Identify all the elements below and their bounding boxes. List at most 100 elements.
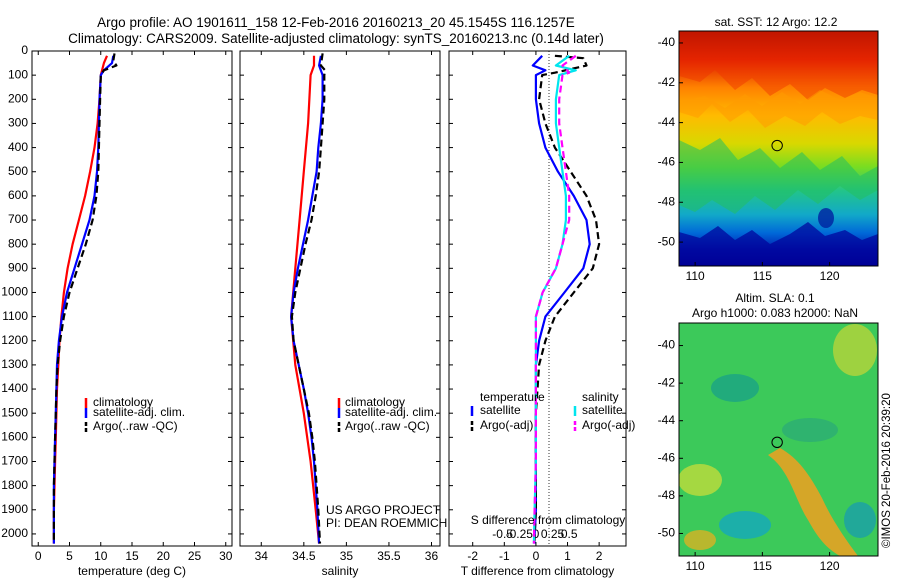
map-y-tick-label: -48 bbox=[658, 488, 676, 502]
sla-anomaly-low bbox=[782, 418, 838, 442]
x-tick-label: 34 bbox=[255, 549, 269, 563]
sla-anomaly-low bbox=[844, 502, 876, 538]
series-line-argo-raw-qc- bbox=[52, 53, 118, 544]
sst-cold-eddy bbox=[818, 208, 834, 228]
difference-chart: -2 -1 0 1 2-0.5-0.25 0 0.250.5T difference fro… bbox=[449, 50, 626, 578]
y-tick-label: 0 bbox=[21, 43, 28, 57]
x-tick-label: 2 bbox=[596, 549, 603, 563]
legend-label: Argo(..raw -QC) bbox=[345, 419, 430, 433]
legend-label: satellite-adj. clim. bbox=[345, 405, 437, 419]
salinity-plot-frame bbox=[239, 50, 441, 547]
sla-anomaly-high bbox=[833, 324, 877, 376]
map-x-tick-label: 115 bbox=[753, 559, 772, 573]
y-tick-label: 400 bbox=[8, 140, 28, 154]
legend-title-temperature: temperature bbox=[480, 390, 545, 404]
legend-label: climatology bbox=[345, 395, 405, 409]
legend-label: Argo(-adj) bbox=[480, 418, 533, 432]
secondary-x-tick-label: 0 bbox=[533, 527, 540, 541]
map-x-tick-label: 115 bbox=[753, 269, 772, 283]
sst-warm-front bbox=[679, 31, 878, 100]
figure-title-line2: Climatology: CARS2009. Satellite-adjuste… bbox=[68, 31, 604, 46]
legend-label: satellite bbox=[582, 403, 623, 417]
x-tick-label: 25 bbox=[188, 549, 202, 563]
sla-anomaly-low bbox=[711, 374, 759, 402]
sla-map: 110 115 120 -40 -42 -44 -46 -48 -50 bbox=[658, 322, 879, 573]
difference-plot-frame bbox=[448, 50, 627, 547]
sst-map-title: sat. SST: 12 Argo: 12.2 bbox=[715, 15, 838, 29]
map-y-tick-label: -50 bbox=[658, 234, 676, 248]
difference-secondary-axis-label: S difference from climatology bbox=[471, 513, 626, 527]
map-y-tick-label: -40 bbox=[658, 35, 676, 49]
sla-anomaly-high bbox=[684, 530, 716, 550]
y-tick-label: 1500 bbox=[1, 405, 28, 419]
map-x-tick-label: 110 bbox=[686, 559, 705, 573]
x-axis-label: salinity bbox=[322, 564, 359, 578]
y-tick-label: 300 bbox=[8, 116, 28, 130]
y-tick-label: 900 bbox=[8, 260, 28, 274]
sst-green-band bbox=[679, 138, 878, 214]
sst-map: 110 115 120 -40 -42 -44 -46 -48 -50 bbox=[658, 30, 879, 283]
sla-anomaly-low bbox=[719, 511, 771, 539]
sla-map-subtitle: Argo h1000: 0.083 h2000: NaN bbox=[692, 306, 858, 320]
x-axis-label: temperature (deg C) bbox=[78, 564, 186, 578]
map-y-tick-label: -42 bbox=[658, 375, 676, 389]
sst-orange-band bbox=[679, 90, 878, 128]
pi-label: PI: DEAN ROEMMICH bbox=[326, 516, 447, 530]
x-tick-label: 0 bbox=[533, 549, 540, 563]
map-x-tick-label: 120 bbox=[820, 559, 840, 573]
x-axis-label: T difference from climatology bbox=[461, 564, 615, 578]
y-tick-label: 1100 bbox=[2, 309, 28, 323]
y-tick-label: 1600 bbox=[1, 430, 28, 444]
temperature-legend: climatology satellite-adj. clim. Argo(..… bbox=[84, 395, 185, 433]
x-tick-label: 36 bbox=[425, 549, 439, 563]
map-y-tick-label: -44 bbox=[658, 413, 676, 427]
x-tick-label: 35.5 bbox=[377, 549, 401, 563]
sla-axis-ticks: 110 115 120 -40 -42 -44 -46 -48 -50 bbox=[658, 338, 840, 573]
legend-label: Argo(..raw -QC) bbox=[93, 419, 178, 433]
temperature-plot-frame bbox=[31, 50, 233, 547]
y-tick-label: 1700 bbox=[1, 454, 28, 468]
y-tick-label: 200 bbox=[8, 91, 28, 105]
sst-map-frame bbox=[678, 30, 879, 267]
series-line-argo-adj--temperature bbox=[533, 54, 601, 544]
y-tick-label: 1300 bbox=[1, 357, 28, 371]
sla-warm-ridge bbox=[768, 448, 858, 556]
argo-position-marker bbox=[771, 436, 783, 449]
x-tick-label: 34.5 bbox=[292, 549, 316, 563]
x-tick-label: 35 bbox=[340, 549, 354, 563]
y-tick-label: 700 bbox=[8, 212, 28, 226]
x-tick-label: -1 bbox=[499, 549, 510, 563]
map-x-tick-label: 120 bbox=[820, 269, 840, 283]
secondary-x-tick-label: 0.25 bbox=[541, 527, 565, 541]
credit-stamp: ©IMOS 20-Feb-2016 20:39:20 bbox=[881, 393, 893, 548]
salinity-chart: 34 34.5 35 35.5 36 salinity bbox=[240, 50, 440, 578]
difference-legend: temperature salinity satellite Argo(-adj… bbox=[470, 390, 635, 432]
map-y-tick-label: -46 bbox=[658, 155, 676, 169]
x-tick-label: 20 bbox=[157, 549, 171, 563]
legend-title-salinity: salinity bbox=[582, 390, 619, 404]
y-tick-label: 100 bbox=[8, 67, 28, 81]
y-tick-label: 800 bbox=[8, 236, 28, 250]
temperature-chart: 0 5 10 15 20 25 300100200300400500600700800900… bbox=[1, 43, 232, 578]
map-y-tick-label: -46 bbox=[658, 450, 676, 464]
argo-position-marker bbox=[771, 139, 783, 152]
x-tick-label: 30 bbox=[219, 549, 233, 563]
x-tick-label: -2 bbox=[467, 549, 478, 563]
legend-label: satellite-adj. clim. bbox=[93, 405, 185, 419]
legend-label: satellite bbox=[480, 403, 521, 417]
map-y-tick-label: -42 bbox=[658, 75, 676, 89]
series-line-argo-raw-qc- bbox=[290, 53, 327, 544]
legend-label: climatology bbox=[93, 395, 153, 409]
y-tick-label: 1800 bbox=[1, 478, 28, 492]
project-label: US ARGO PROJECT bbox=[326, 503, 441, 517]
x-tick-label: 0 bbox=[35, 549, 42, 563]
legend-label: Argo(-adj) bbox=[582, 418, 635, 432]
secondary-x-tick-label: -0.25 bbox=[506, 527, 534, 541]
y-tick-label: 1400 bbox=[1, 381, 28, 395]
secondary-x-tick-label: -0.5 bbox=[492, 527, 513, 541]
map-y-tick-label: -48 bbox=[658, 194, 676, 208]
figure-title-line1: Argo profile: AO 1901611_158 12-Feb-2016… bbox=[97, 15, 575, 30]
y-tick-label: 500 bbox=[8, 164, 28, 178]
map-x-tick-label: 110 bbox=[686, 269, 705, 283]
secondary-x-tick-label: 0.5 bbox=[561, 527, 578, 541]
